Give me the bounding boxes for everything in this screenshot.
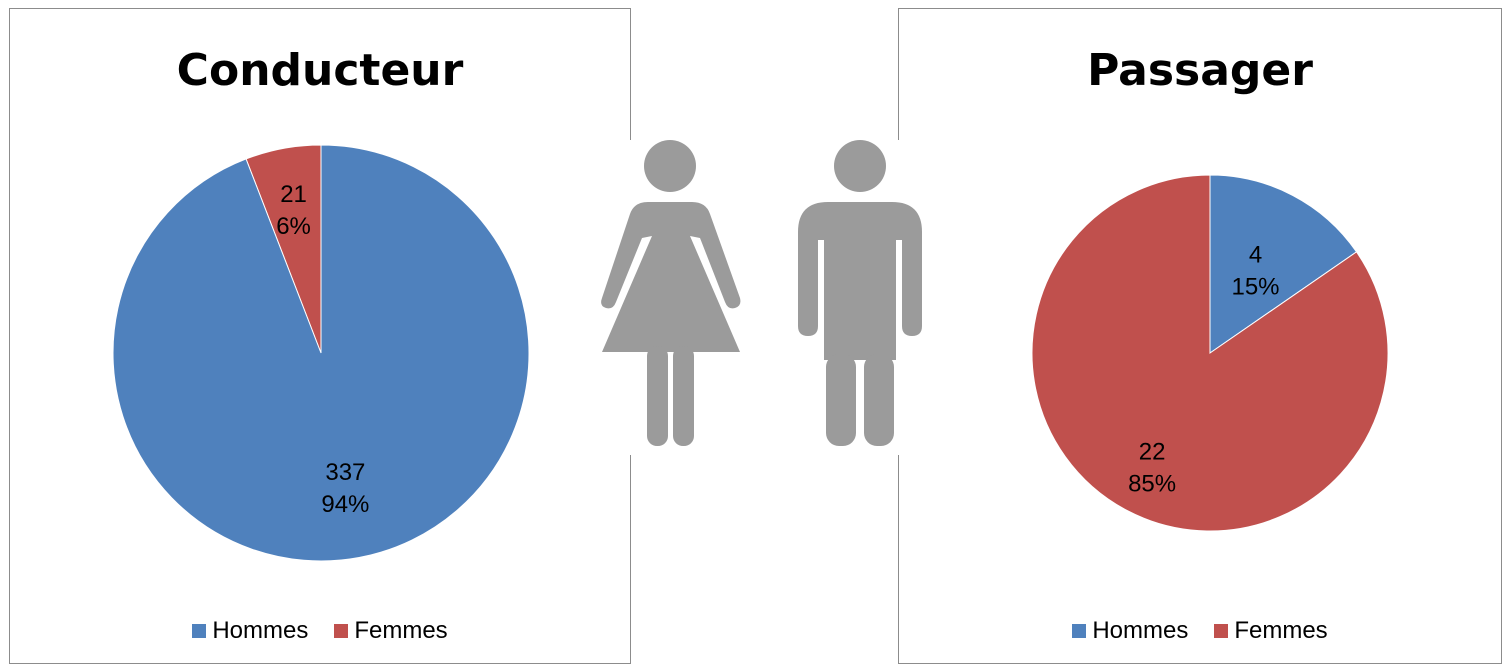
slice-percent-label: 85% (1128, 470, 1176, 497)
legend-item-femmes: Femmes (1214, 617, 1328, 645)
pie-slice-hommes (1209, 174, 1358, 354)
chart-title: Conducteur (176, 45, 464, 96)
pie-chart-conducteur: 21 6% 337 94% (112, 144, 530, 562)
pie-slice-femmes (1031, 174, 1389, 532)
legend-label: Hommes (212, 617, 309, 644)
slice-value-label: 22 (1139, 438, 1166, 465)
legend-swatch (334, 624, 349, 638)
chart-title: Passager (1087, 45, 1313, 96)
slice-value-label: 21 (280, 181, 307, 208)
pie-chart-passager: 4 15% 22 85% (1031, 174, 1389, 532)
legend-item-hommes: Hommes (192, 617, 308, 645)
legend-label: Femmes (354, 617, 448, 644)
legend-swatch (192, 624, 207, 638)
legend-label: Hommes (1092, 617, 1189, 644)
chart-panel-conducteur: Conducteur 21 6% 337 94% Hommes Femmes (9, 8, 631, 664)
chart-legend: Hommes Femmes (899, 617, 1501, 645)
slice-percent-label: 94% (321, 491, 369, 518)
slice-value-label: 4 (1249, 241, 1262, 268)
legend-swatch (1072, 624, 1087, 638)
chart-panel-passager: Passager 4 15% 22 85% Hommes Femmes (898, 8, 1502, 664)
legend-item-hommes: Hommes (1072, 617, 1188, 645)
legend-item-femmes: Femmes (334, 617, 448, 645)
slice-percent-label: 6% (276, 213, 311, 240)
woman-icon (601, 140, 741, 446)
legend-swatch (1214, 624, 1229, 638)
legend-label: Femmes (1234, 617, 1328, 644)
pie-slice-hommes (112, 144, 530, 562)
slice-value-label: 337 (325, 459, 365, 486)
gender-icons (590, 140, 940, 455)
slice-percent-label: 15% (1231, 273, 1279, 300)
man-icon (798, 140, 922, 446)
chart-legend: Hommes Femmes (10, 617, 630, 645)
